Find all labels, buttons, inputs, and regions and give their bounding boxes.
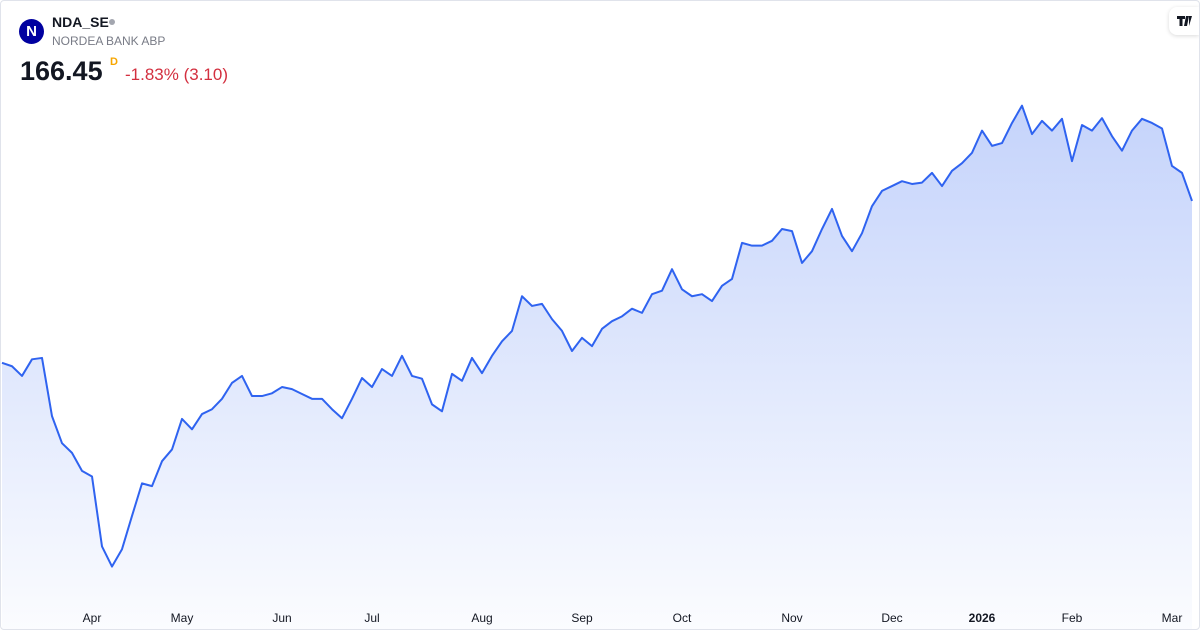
area-fill	[2, 105, 1192, 629]
price: 166.45	[20, 56, 103, 86]
interval: D	[110, 56, 118, 68]
x-tick-label: Jul	[364, 611, 379, 625]
change: -1.83% (3.10)	[125, 65, 228, 84]
x-tick-label: Aug	[471, 611, 492, 625]
x-tick-label: Nov	[781, 611, 802, 625]
symbol[interactable]: NDA_SE	[52, 14, 109, 30]
x-tick-label: Oct	[673, 611, 692, 625]
x-tick-label: Feb	[1062, 611, 1083, 625]
x-tick-label: Dec	[881, 611, 902, 625]
price-line	[1, 104, 1193, 568]
company-name: NORDEA BANK ABP	[52, 34, 166, 48]
x-tick-label: 2026	[969, 611, 996, 625]
x-tick-label: Sep	[571, 611, 593, 625]
tradingview-logo[interactable]	[1169, 7, 1199, 35]
x-tick-label: Apr	[83, 611, 102, 625]
tv-icon	[1177, 16, 1192, 26]
x-tick-label: Mar	[1162, 611, 1183, 625]
status-dot	[109, 19, 115, 25]
x-tick-label: Jun	[272, 611, 291, 625]
logo: N	[19, 19, 44, 44]
x-tick-label: May	[171, 611, 194, 625]
